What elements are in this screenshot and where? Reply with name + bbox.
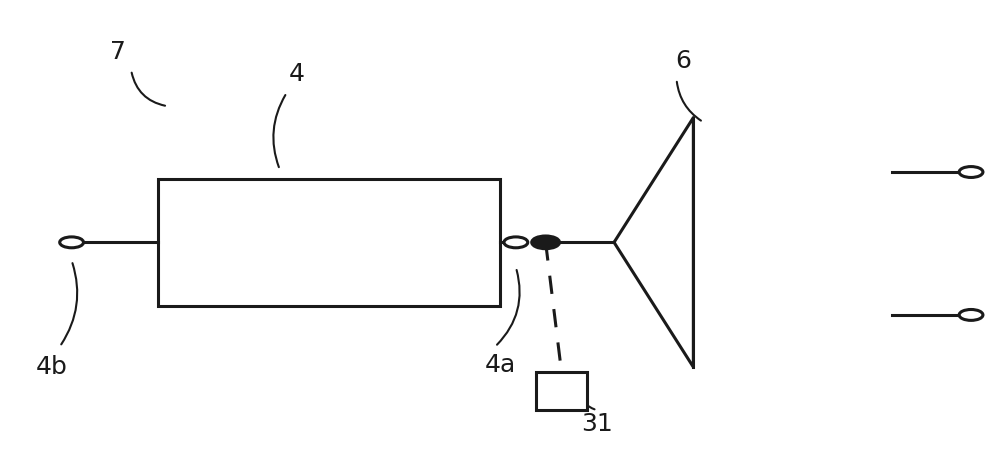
- Circle shape: [959, 167, 983, 177]
- Text: 31: 31: [581, 412, 613, 436]
- Text: 4a: 4a: [484, 353, 516, 377]
- Circle shape: [532, 236, 560, 249]
- Text: 6: 6: [675, 49, 691, 73]
- FancyBboxPatch shape: [536, 371, 587, 410]
- Circle shape: [959, 310, 983, 320]
- Circle shape: [60, 237, 84, 248]
- Text: 4: 4: [289, 62, 305, 86]
- Text: 7: 7: [110, 40, 126, 64]
- Text: 4b: 4b: [36, 355, 68, 379]
- Circle shape: [504, 237, 528, 248]
- FancyBboxPatch shape: [158, 179, 500, 306]
